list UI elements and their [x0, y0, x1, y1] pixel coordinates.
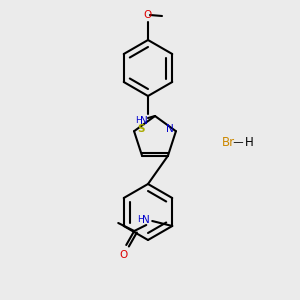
- Text: N: N: [142, 215, 150, 225]
- Text: S: S: [137, 124, 145, 134]
- Text: O: O: [119, 250, 128, 260]
- Text: O: O: [144, 10, 152, 20]
- Text: N: N: [140, 116, 148, 126]
- Text: —: —: [230, 137, 246, 147]
- Text: H: H: [137, 215, 144, 224]
- Text: Br: Br: [222, 136, 235, 148]
- Text: N: N: [166, 124, 174, 134]
- Text: H: H: [245, 136, 254, 148]
- Text: H: H: [135, 116, 141, 125]
